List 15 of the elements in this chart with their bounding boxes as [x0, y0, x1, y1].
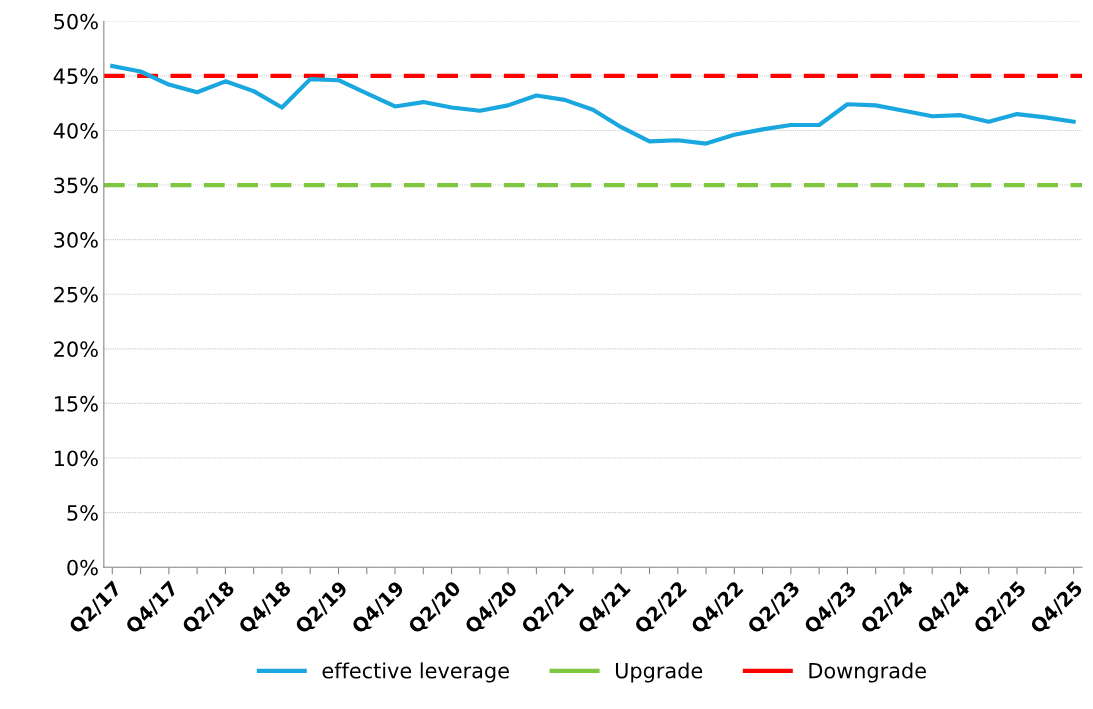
y-tick-label: 20%: [54, 341, 98, 358]
y-tick-label: 10%: [54, 450, 98, 467]
y-tick-label: 25%: [54, 286, 98, 303]
y-tick-label: 5%: [67, 505, 98, 521]
y-tick-label: 40%: [53, 122, 98, 139]
y-tick-label: 15%: [54, 395, 98, 412]
legend-label: Upgrade: [615, 662, 703, 683]
legend-label: Downgrade: [809, 662, 926, 683]
line-series: [110, 63, 1076, 146]
y-tick-label: 50%: [54, 13, 98, 30]
y-tick-label: 35%: [54, 177, 98, 194]
y-tick-label: 45%: [53, 68, 98, 85]
y-tick-label: 30%: [54, 232, 98, 248]
legend-label: effective leverage: [322, 662, 509, 683]
y-tick-label: 0%: [67, 559, 98, 576]
